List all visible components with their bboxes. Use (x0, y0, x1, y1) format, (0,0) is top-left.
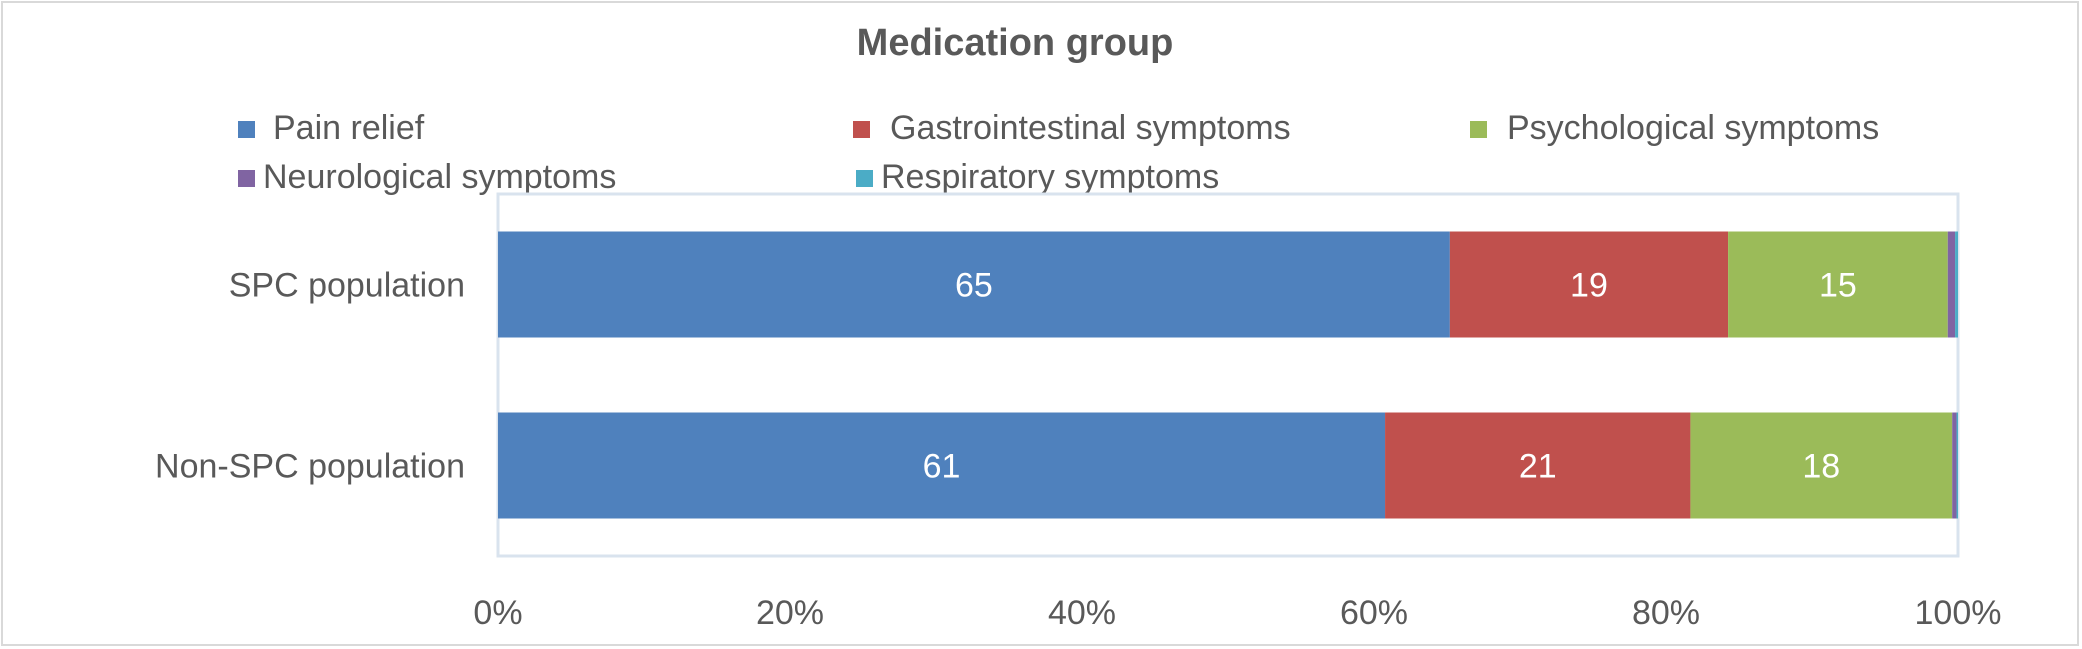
legend-swatch (1470, 121, 1487, 138)
bar-segment (1728, 231, 1948, 338)
legend-label: Neurological symptoms (263, 158, 617, 196)
legend-swatch (853, 121, 870, 138)
category-label: Non-SPC population (155, 448, 465, 486)
bar-segment (498, 412, 1386, 519)
bar-segment (1385, 412, 1691, 519)
plot-area-border (496, 192, 1960, 558)
data-label: 19 (1570, 267, 1608, 305)
chart-title: Medication group (856, 22, 1174, 64)
x-tick-label: 20% (756, 594, 824, 632)
bar-segment (1952, 412, 1957, 519)
data-label: 18 (1802, 448, 1840, 486)
legend-swatch (238, 121, 255, 138)
bar-segment (1956, 412, 1958, 519)
data-label: 65 (955, 267, 993, 305)
x-tick-label: 100% (1915, 594, 2002, 632)
data-label: 15 (1819, 267, 1857, 305)
legend-swatch (856, 170, 873, 187)
legend-label: Pain relief (273, 109, 425, 147)
x-tick-label: 60% (1340, 594, 1408, 632)
bar-segment (498, 231, 1450, 338)
bar-segment (1947, 231, 1956, 338)
legend-label: Gastrointestinal symptoms (890, 109, 1291, 147)
x-tick-label: 80% (1632, 594, 1700, 632)
x-tick-label: 40% (1048, 594, 1116, 632)
data-label: 61 (923, 448, 961, 486)
legend-swatch (238, 170, 255, 187)
bar-segment (1690, 412, 1953, 519)
legend-label: Psychological symptoms (1507, 109, 1880, 147)
x-tick-label: 0% (473, 594, 522, 632)
bar-segment (1449, 231, 1729, 338)
data-label: 21 (1519, 448, 1557, 486)
bar-segment (1955, 231, 1958, 338)
legend-label: Respiratory symptoms (881, 158, 1220, 196)
category-label: SPC population (229, 267, 465, 305)
